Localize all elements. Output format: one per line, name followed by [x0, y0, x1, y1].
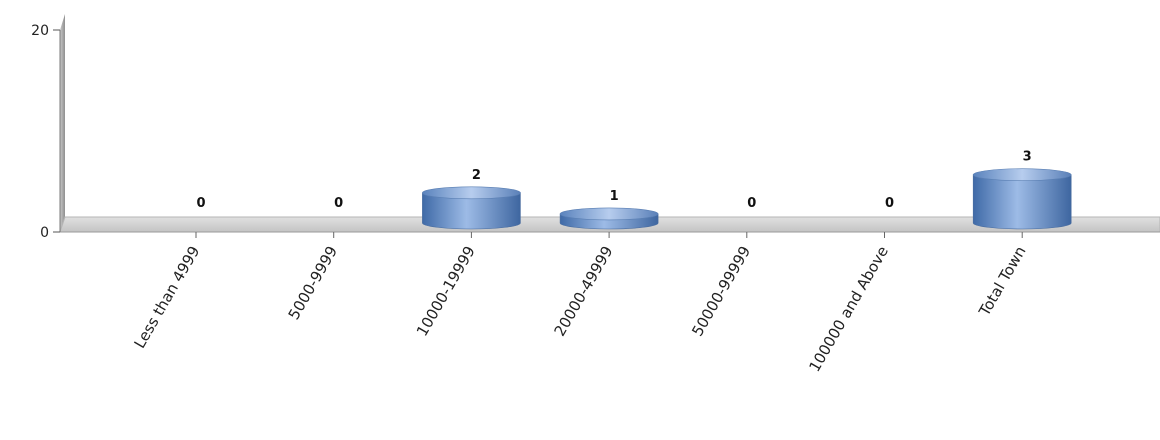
bar-body	[422, 192, 521, 230]
bar-top	[422, 186, 521, 200]
y-axis-ticks: 0 20	[31, 23, 60, 241]
bar-top	[972, 168, 1072, 182]
data-label: 0	[747, 196, 756, 211]
data-labels: 0 0 2 1 0 0 3	[196, 150, 1031, 211]
bar	[972, 168, 1072, 230]
y-tick-label: 20	[31, 23, 49, 39]
x-category-label: 20000-49999	[551, 243, 617, 339]
bar-body	[972, 174, 1072, 230]
data-label: 0	[885, 196, 894, 211]
bar-top	[559, 207, 659, 221]
bar-series	[422, 168, 1072, 230]
x-category-label: 100000 and Above	[805, 243, 892, 375]
data-label: 0	[334, 196, 343, 211]
data-label: 0	[196, 196, 205, 211]
bar	[559, 207, 659, 230]
x-category-label: 50000-99999	[688, 243, 754, 339]
y-tick-label: 0	[40, 225, 49, 241]
bar	[422, 186, 521, 230]
x-axis-labels: Less than 4999 5000-9999 10000-19999 20000-…	[131, 232, 1030, 375]
data-label: 2	[472, 168, 481, 183]
x-category-label: Less than 4999	[131, 243, 204, 351]
y-axis-wall	[60, 14, 65, 232]
data-label: 1	[610, 189, 619, 204]
data-label: 3	[1023, 150, 1032, 165]
x-category-label: Total Town	[975, 243, 1030, 320]
x-category-label: 5000-9999	[285, 243, 341, 323]
x-category-label: 10000-19999	[413, 243, 479, 339]
